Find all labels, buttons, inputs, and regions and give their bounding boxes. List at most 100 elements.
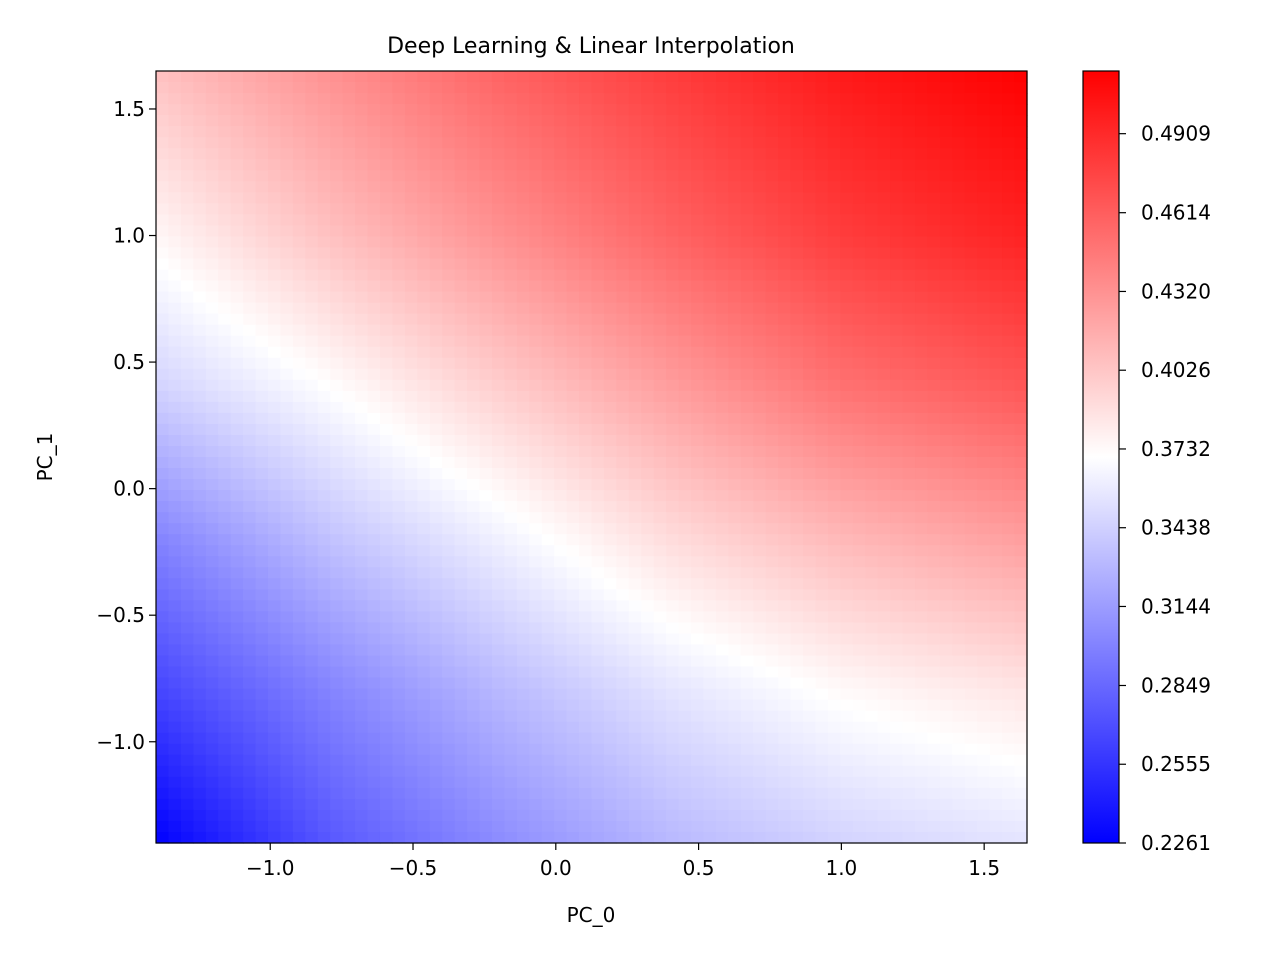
heatmap-cell [243,280,257,293]
heatmap-cell [355,809,369,822]
heatmap-cell [591,567,605,579]
heatmap-cell [852,732,866,745]
heatmap-cell [379,633,394,646]
heatmap-cell [964,534,978,546]
heatmap-cell [616,148,630,160]
heatmap-cell [566,291,580,304]
heatmap-cell [927,501,941,513]
heatmap-cell [292,633,306,646]
heatmap-cell [479,137,493,149]
heatmap-cell [355,831,369,844]
heatmap-cell [778,479,792,491]
heatmap-cell [964,787,978,800]
heatmap-cell [554,390,568,403]
heatmap-cell [591,666,605,679]
heatmap-cell [877,214,891,226]
heatmap-cell [579,423,593,436]
heatmap-cell [566,170,580,182]
heatmap-cell [877,787,891,800]
heatmap-cell [218,765,232,778]
heatmap-cell [330,313,344,326]
heatmap-cell [852,765,866,778]
heatmap-cell [417,346,431,359]
heatmap-cell [330,457,344,469]
heatmap-cell [728,688,742,701]
heatmap-cell [852,357,866,370]
heatmap-cell [852,644,866,657]
heatmap-cell [180,710,194,723]
heatmap-cell [554,622,568,635]
heatmap-cell [666,809,680,822]
heatmap-cell [205,379,219,392]
heatmap-cell [454,335,468,348]
heatmap-cell [1002,644,1016,657]
heatmap-cell [342,148,356,160]
heatmap-cell [193,401,207,414]
heatmap-cell [491,82,505,94]
heatmap-cell [230,798,244,811]
heatmap-cell [815,126,829,138]
heatmap-cell [529,512,543,524]
heatmap-cell [691,280,705,293]
heatmap-cell [703,379,717,392]
heatmap-cell [989,71,1003,83]
heatmap-cell [317,93,331,105]
heatmap-cell [267,512,282,524]
heatmap-cell [778,622,792,635]
heatmap-cell [180,445,194,458]
heatmap-cell [205,247,219,260]
heatmap-cell [815,798,829,811]
heatmap-cell [529,104,543,116]
heatmap-cell [628,556,642,568]
heatmap-cell [753,368,767,381]
heatmap-cell [977,743,991,756]
heatmap-cell [541,578,555,590]
heatmap-cell [666,159,680,171]
heatmap-cell [740,688,754,701]
heatmap-cell [740,126,754,138]
heatmap-cell [554,666,568,679]
heatmap-cell [927,291,941,304]
heatmap-cell [678,534,692,546]
heatmap-cell [989,479,1003,491]
heatmap-cell [218,137,232,149]
heatmap-cell [678,115,692,127]
heatmap-cell [541,225,555,238]
heatmap-cell [915,644,929,657]
heatmap-cell [280,611,294,624]
heatmap-cell [218,732,232,745]
heatmap-cell [168,633,182,646]
heatmap-cell [442,732,456,745]
heatmap-cell [168,445,182,458]
heatmap-cell [890,159,904,171]
heatmap-cell [803,401,817,414]
heatmap-cell [417,368,431,381]
heatmap-cell [765,390,779,403]
heatmap-cell [516,203,530,215]
heatmap-cell [915,534,929,546]
heatmap-cell [666,820,680,833]
heatmap-cell [790,721,804,734]
heatmap-cell [404,247,418,260]
heatmap-cell [915,192,929,204]
heatmap-cell [865,280,879,293]
heatmap-cell [989,798,1003,811]
heatmap-cell [616,633,630,646]
heatmap-cell [317,291,331,304]
heatmap-cell [765,324,779,337]
heatmap-cell [790,159,804,171]
heatmap-cell [292,214,306,226]
heatmap-cell [230,291,244,304]
heatmap-cell [902,545,916,557]
heatmap-cell [890,732,904,745]
heatmap-cell [305,611,319,624]
heatmap-cell [753,688,767,701]
heatmap-cell [865,545,879,557]
heatmap-cell [180,225,194,238]
heatmap-cell [790,445,804,458]
heatmap-cell [840,181,854,193]
heatmap-cell [392,798,406,811]
heatmap-cell [529,247,543,260]
heatmap-cell [342,611,356,624]
heatmap-cell [193,346,207,359]
